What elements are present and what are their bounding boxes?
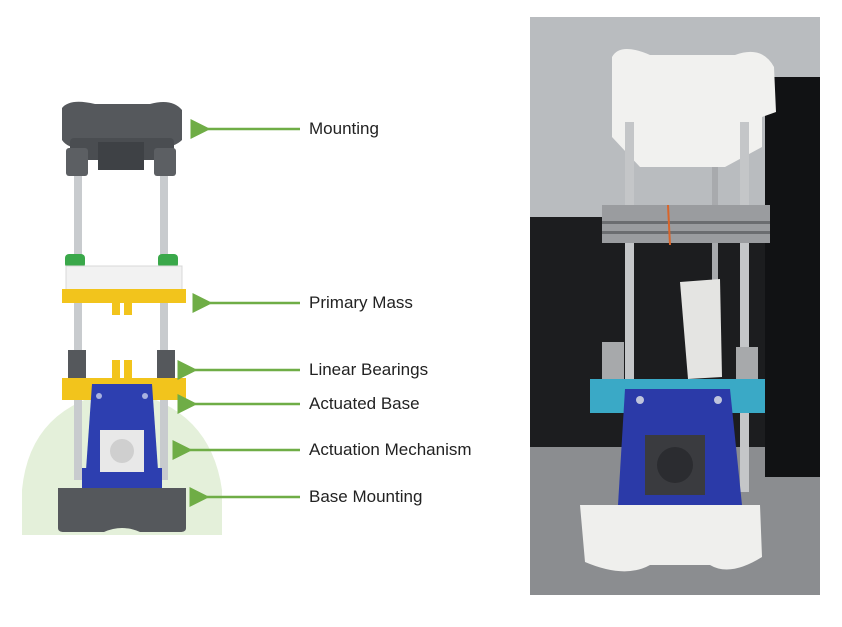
- label-base-mounting: Base Mounting: [309, 487, 423, 506]
- photo-base-mount: [580, 505, 762, 572]
- label-linear-bearings: Linear Bearings: [309, 360, 429, 379]
- right-linear-bearing: [157, 350, 175, 380]
- label-actuated-base: Actuated Base: [309, 394, 420, 413]
- actuation-mechanism-part: [82, 384, 162, 490]
- base-mounting-part: [58, 488, 186, 532]
- label-mounting: Mounting: [309, 119, 379, 138]
- photo-top-mount: [612, 48, 776, 167]
- photo-tape: [680, 279, 722, 379]
- center-yellow-post-right: [124, 360, 132, 378]
- photo-left-bearing: [602, 342, 624, 380]
- left-green-clip: [65, 254, 85, 268]
- right-green-clip: [158, 254, 178, 268]
- device-photo: [530, 17, 820, 595]
- photo-center-rod: [712, 167, 718, 367]
- primary-mass-part: [62, 265, 186, 315]
- photo-right-bearing: [736, 347, 758, 385]
- left-rod: [74, 150, 82, 480]
- callout-arrows: [172, 119, 300, 507]
- label-primary-mass: Primary Mass: [309, 293, 413, 312]
- center-yellow-post-left: [112, 360, 120, 378]
- right-rod: [160, 150, 168, 480]
- left-linear-bearing: [68, 350, 86, 380]
- photo-right-rod: [740, 122, 749, 492]
- cad-render-diagram: [22, 101, 222, 535]
- photo-left-rod: [625, 122, 634, 492]
- top-mounting-part: [62, 101, 182, 176]
- label-actuation-mechanism: Actuation Mechanism: [309, 440, 472, 459]
